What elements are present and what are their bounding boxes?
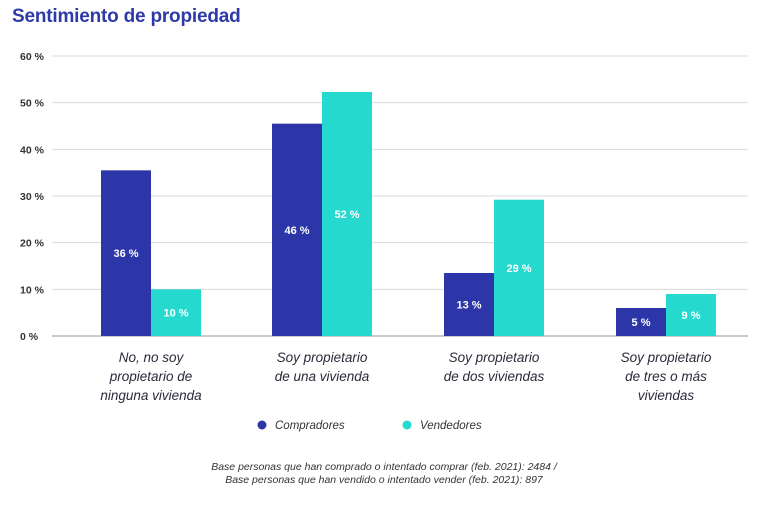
footnote: Base personas que han comprado o intenta… (0, 461, 768, 487)
y-tick-label: 0 % (20, 331, 39, 343)
y-tick-label: 10 % (20, 284, 45, 296)
x-tick-label: de una vivienda (275, 369, 370, 384)
y-tick-label: 30 % (20, 191, 45, 203)
bar (322, 91, 372, 336)
data-label: 52 % (334, 209, 359, 221)
bar (666, 294, 716, 336)
x-tick-label: Soy propietario (277, 350, 368, 365)
x-tick-label: de dos viviendas (444, 369, 545, 384)
bar (494, 199, 544, 336)
data-label: 36 % (113, 248, 138, 260)
bar (272, 123, 322, 337)
data-label: 29 % (506, 263, 531, 275)
footnote-line-2: Base personas que han vendido o intentad… (225, 474, 543, 486)
legend-marker (402, 420, 412, 430)
x-tick-label: de tres o más (625, 369, 707, 384)
x-tick-label: ninguna vivienda (100, 388, 202, 403)
x-tick-label: No, no soy (119, 350, 185, 365)
x-tick-label: Soy propietario (449, 350, 540, 365)
data-label: 5 % (632, 317, 651, 329)
bar (151, 289, 201, 336)
x-tick-label: viviendas (638, 388, 695, 403)
data-label: 13 % (456, 300, 481, 312)
x-tick-label: propietario de (109, 369, 193, 384)
legend-marker (257, 420, 267, 430)
x-tick-label: Soy propietario (621, 350, 712, 365)
data-label: 9 % (682, 310, 701, 322)
bar (101, 170, 151, 336)
bar (444, 273, 494, 336)
y-tick-label: 40 % (20, 144, 45, 156)
legend-label: Vendedores (420, 420, 482, 432)
footnote-line-1: Base personas que han comprado o intenta… (211, 461, 557, 473)
y-tick-label: 20 % (20, 238, 45, 250)
data-label: 46 % (284, 225, 309, 237)
y-tick-label: 50 % (20, 98, 45, 110)
chart-title: Sentimiento de propiedad (12, 6, 241, 27)
bar (616, 308, 666, 336)
legend-label: Compradores (275, 420, 345, 432)
data-label: 10 % (163, 308, 188, 320)
y-tick-label: 60 % (20, 51, 45, 63)
bar-chart: 60 % 50 % 40 % 30 % 20 % 10 % 0 % 36 % 10 % No, n… (20, 51, 748, 432)
